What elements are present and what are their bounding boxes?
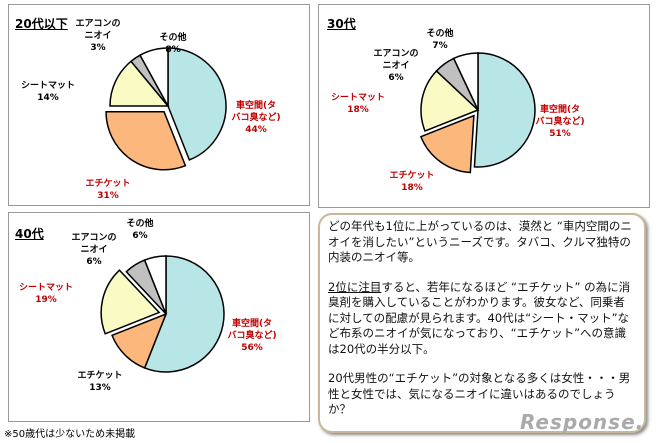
pie-slice bbox=[473, 52, 536, 168]
pie-slice bbox=[452, 52, 479, 111]
comment-p2: 2位に注目すると、若年になるほど “エチケット” の為に消臭剤を購入していること… bbox=[328, 280, 636, 358]
pie-slice bbox=[100, 269, 161, 335]
pie-slice bbox=[105, 111, 187, 171]
slice-label: 車空間(タバコ臭など) 51% bbox=[535, 103, 584, 139]
comment-box: どの年代も1位に上がっているのは、漠然と “車内空間のニオイを消したい”というニ… bbox=[318, 213, 646, 433]
panel-title: 20代以下 bbox=[15, 17, 68, 31]
slice-label: エアコンのニオイ 3% bbox=[75, 18, 120, 53]
comment-p1: どの年代も1位に上がっているのは、漠然と “車内空間のニオイを消したい”というニ… bbox=[328, 219, 632, 264]
slice-label: エチケット 18% bbox=[389, 170, 434, 193]
footnote: ※50歳代は少ないため未掲載 bbox=[4, 429, 136, 440]
panel-title: 40代 bbox=[15, 227, 44, 241]
pie-slice bbox=[143, 255, 167, 315]
slice-label: エチケット 31% bbox=[85, 178, 130, 201]
slice-label: シートマット 14% bbox=[21, 80, 75, 103]
pie-slice bbox=[143, 255, 225, 373]
pie-slice bbox=[139, 47, 169, 107]
pie-slice bbox=[419, 114, 475, 174]
slice-label: 車空間(タバコ臭など) 44% bbox=[231, 99, 280, 135]
comment-p3: 20代男性の“エチケット”の対象となる多くは女性・・・男性と女性では、気になるニ… bbox=[328, 371, 631, 416]
slice-label: エアコンのニオイ 6% bbox=[373, 48, 418, 83]
pie-slice bbox=[420, 69, 480, 132]
slice-label: シートマット 19% bbox=[19, 282, 73, 305]
slice-label: その他 8% bbox=[159, 31, 186, 55]
pie-slice bbox=[111, 312, 168, 369]
slice-label: その他 7% bbox=[426, 27, 453, 51]
slice-label: シートマット 18% bbox=[331, 92, 385, 115]
pie-slice bbox=[109, 60, 170, 107]
slice-label: 車空間(タバコ臭など) 56% bbox=[227, 317, 276, 353]
comment-p2-underlined: 2位に注目 bbox=[328, 279, 382, 294]
slice-label: その他 6% bbox=[126, 217, 153, 241]
panel-30s: 30代 bbox=[318, 4, 650, 208]
response-logo: Response. bbox=[520, 410, 645, 434]
panel-title: 30代 bbox=[327, 17, 356, 31]
slice-label: エアコンのニオイ 6% bbox=[71, 232, 116, 267]
comment-p2-text: すると、若年になるほど “エチケット” の為に消臭剤を購入していることがわかりま… bbox=[328, 279, 631, 356]
slice-label: エチケット 13% bbox=[77, 370, 122, 393]
pie-slice bbox=[167, 47, 227, 161]
